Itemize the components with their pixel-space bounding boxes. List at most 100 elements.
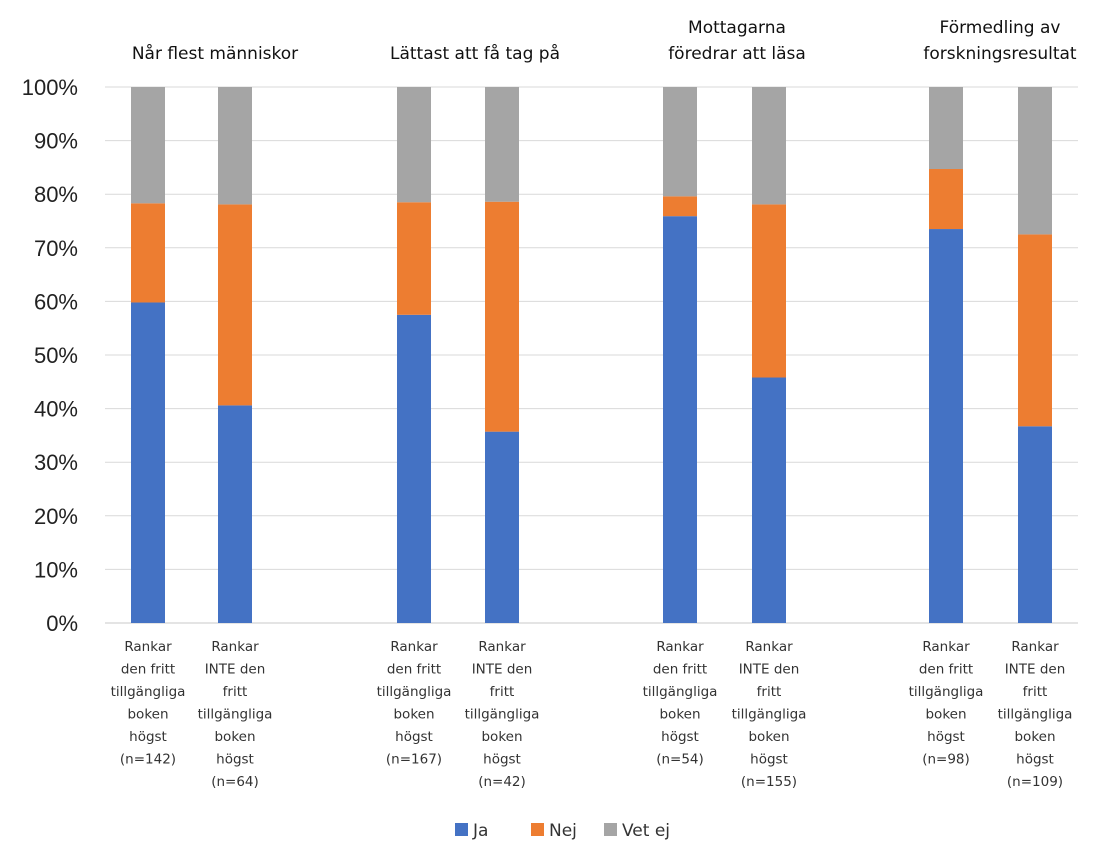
bar-segment-nej <box>397 202 431 315</box>
bar-segment-vet-ej <box>752 87 786 205</box>
x-category-label: den fritt <box>919 662 973 678</box>
bar-segment-vet-ej <box>1018 87 1052 235</box>
y-tick-label: 70% <box>34 236 78 261</box>
bar-segment-nej <box>485 201 519 432</box>
x-category-label: Rankar <box>478 639 526 655</box>
y-tick-label: 100% <box>22 75 78 100</box>
y-tick-label: 50% <box>34 343 78 368</box>
x-category-label: fritt <box>490 684 515 700</box>
legend-label: Vet ej <box>622 821 670 841</box>
x-category-label: högst <box>750 752 788 768</box>
x-category-label: Rankar <box>922 639 970 655</box>
bar-segment-nej <box>131 203 165 303</box>
x-category-label: boken <box>214 729 255 745</box>
x-category-label: tillgängliga <box>732 707 807 723</box>
bar-segment-vet-ej <box>485 87 519 202</box>
x-category-label: Rankar <box>745 639 793 655</box>
bar-segment-nej <box>1018 234 1052 427</box>
x-category-label: (n=167) <box>386 752 442 768</box>
bar-segment-ja <box>663 216 697 623</box>
y-tick-label: 40% <box>34 397 78 422</box>
x-category-label: Rankar <box>390 639 438 655</box>
x-category-label: fritt <box>1023 684 1048 700</box>
group-title: Mottagarna <box>688 18 786 38</box>
x-category-label: Rankar <box>656 639 704 655</box>
x-category-label: INTE den <box>472 662 533 678</box>
x-category-label: boken <box>748 729 789 745</box>
x-category-label: högst <box>129 729 167 745</box>
y-tick-label: 90% <box>34 129 78 154</box>
bar-segment-ja <box>397 314 431 623</box>
bar-segment-ja <box>131 302 165 623</box>
x-category-label: Rankar <box>211 639 259 655</box>
group-title: forskningsresultat <box>923 44 1077 64</box>
bar-segment-vet-ej <box>397 87 431 203</box>
legend-label: Ja <box>472 821 488 841</box>
bar-segment-ja <box>752 377 786 623</box>
x-category-label: boken <box>659 707 700 723</box>
y-tick-label: 20% <box>34 504 78 529</box>
x-category-label: boken <box>1014 729 1055 745</box>
x-category-label: högst <box>395 729 433 745</box>
x-category-label: Rankar <box>124 639 172 655</box>
bar-segment-nej <box>929 169 963 230</box>
x-category-label: tillgängliga <box>111 684 186 700</box>
legend-swatch <box>531 823 544 836</box>
x-category-label: INTE den <box>1005 662 1066 678</box>
bar-segment-ja <box>218 405 252 623</box>
x-category-label: (n=42) <box>478 774 526 790</box>
group-title: Förmedling av <box>940 18 1061 38</box>
legend-swatch <box>455 823 468 836</box>
bar-segment-nej <box>752 204 786 378</box>
bar-segment-vet-ej <box>131 87 165 204</box>
x-category-label: tillgängliga <box>998 707 1073 723</box>
x-category-label: boken <box>393 707 434 723</box>
x-category-label: (n=142) <box>120 752 176 768</box>
x-category-label: (n=64) <box>211 774 259 790</box>
x-category-label: (n=98) <box>922 752 970 768</box>
x-category-label: INTE den <box>739 662 800 678</box>
x-category-label: boken <box>127 707 168 723</box>
y-tick-label: 0% <box>46 611 78 636</box>
x-category-label: tillgängliga <box>465 707 540 723</box>
x-category-label: fritt <box>223 684 248 700</box>
bar-segment-nej <box>663 196 697 217</box>
y-tick-label: 30% <box>34 450 78 475</box>
x-category-label: den fritt <box>653 662 707 678</box>
bar-segment-ja <box>929 229 963 624</box>
y-tick-label: 10% <box>34 557 78 582</box>
bar-segment-ja <box>1018 426 1052 623</box>
x-category-label: boken <box>481 729 522 745</box>
x-category-label: högst <box>927 729 965 745</box>
x-category-label: (n=155) <box>741 774 797 790</box>
x-category-label: tillgängliga <box>198 707 273 723</box>
y-tick-label: 80% <box>34 182 78 207</box>
x-category-label: boken <box>925 707 966 723</box>
group-title: Lättast att få tag på <box>390 43 560 64</box>
legend-swatch <box>604 823 617 836</box>
x-category-label: tillgängliga <box>377 684 452 700</box>
x-category-label: den fritt <box>121 662 175 678</box>
x-category-label: högst <box>1016 752 1054 768</box>
y-tick-label: 60% <box>34 289 78 314</box>
x-category-label: högst <box>661 729 699 745</box>
bar-segment-vet-ej <box>663 87 697 197</box>
x-category-label: fritt <box>757 684 782 700</box>
x-category-label: (n=109) <box>1007 774 1063 790</box>
x-category-label: (n=54) <box>656 752 704 768</box>
group-title: Når flest människor <box>132 43 298 64</box>
bar-segment-nej <box>218 204 252 406</box>
bar-segment-vet-ej <box>218 87 252 205</box>
legend-label: Nej <box>549 821 577 841</box>
x-category-label: Rankar <box>1011 639 1059 655</box>
x-category-label: INTE den <box>205 662 266 678</box>
x-category-label: den fritt <box>387 662 441 678</box>
group-title: föredrar att läsa <box>668 44 806 64</box>
x-category-label: högst <box>483 752 521 768</box>
x-category-label: tillgängliga <box>643 684 718 700</box>
bar-segment-vet-ej <box>929 87 963 170</box>
x-category-label: tillgängliga <box>909 684 984 700</box>
x-category-label: högst <box>216 752 254 768</box>
